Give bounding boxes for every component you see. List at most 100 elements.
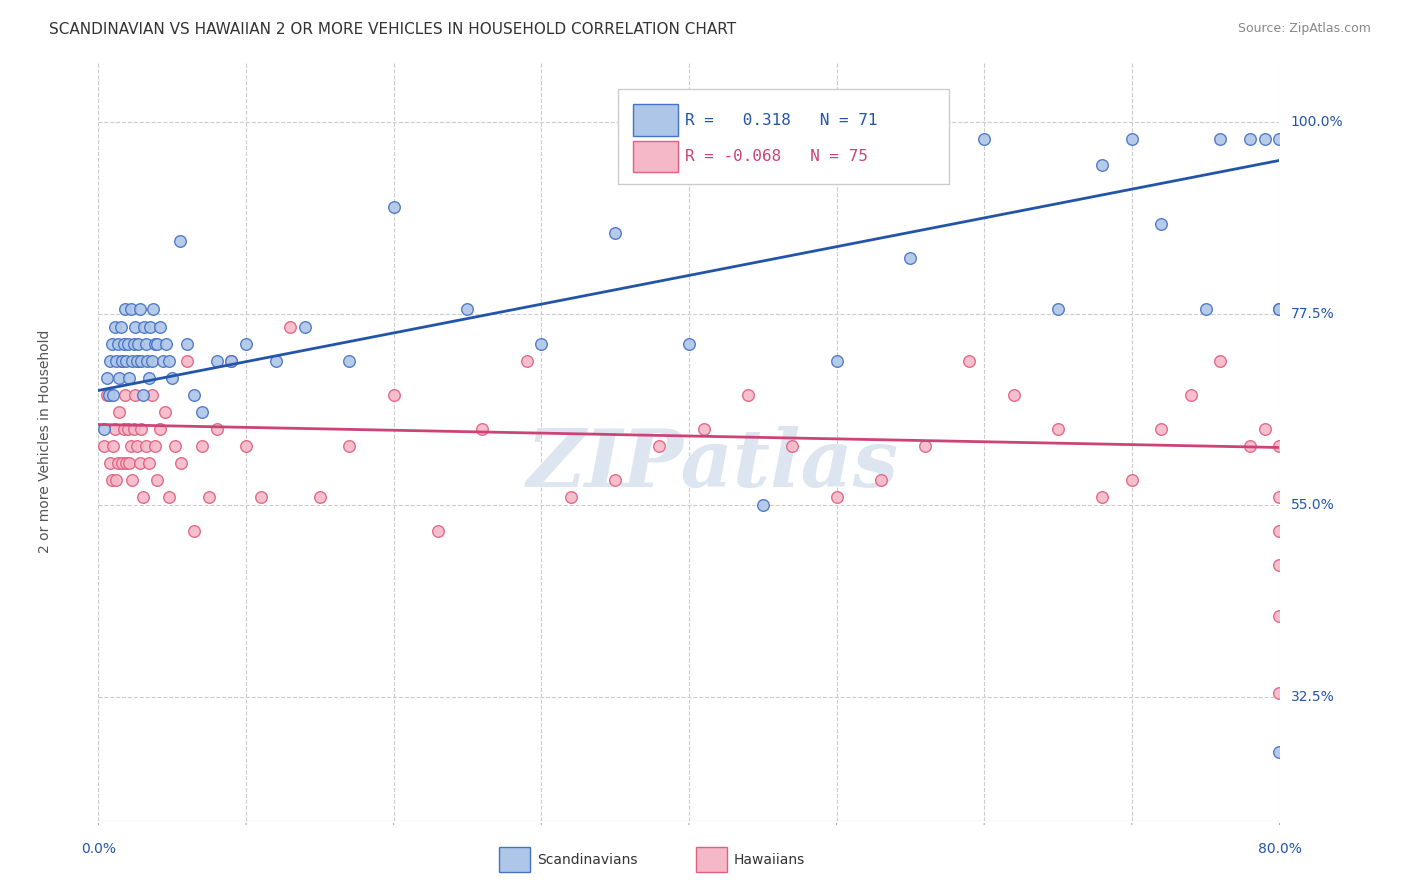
Text: 0.0%: 0.0% bbox=[82, 842, 115, 856]
Point bbox=[176, 336, 198, 351]
Point bbox=[157, 490, 180, 504]
Point bbox=[198, 490, 221, 504]
FancyBboxPatch shape bbox=[634, 104, 678, 136]
Point bbox=[1150, 422, 1173, 436]
Point bbox=[1195, 302, 1218, 317]
Point bbox=[169, 235, 191, 249]
Point bbox=[120, 302, 142, 317]
Point bbox=[97, 387, 120, 401]
Point bbox=[142, 302, 165, 317]
Point bbox=[530, 336, 553, 351]
Point bbox=[165, 439, 187, 453]
Point bbox=[93, 422, 115, 436]
Point bbox=[457, 302, 479, 317]
Text: 2 or more Vehicles in Household: 2 or more Vehicles in Household bbox=[38, 330, 52, 553]
Point bbox=[111, 353, 134, 368]
Point bbox=[221, 353, 243, 368]
Point bbox=[141, 353, 163, 368]
Point bbox=[162, 370, 183, 384]
Point bbox=[605, 226, 627, 240]
Point bbox=[1268, 132, 1291, 146]
Text: R = -0.068   N = 75: R = -0.068 N = 75 bbox=[685, 149, 869, 164]
Point bbox=[973, 132, 995, 146]
Point bbox=[132, 387, 155, 401]
Point bbox=[382, 200, 405, 214]
Point bbox=[125, 439, 148, 453]
Point bbox=[124, 319, 146, 334]
Point bbox=[128, 456, 150, 470]
Point bbox=[1239, 132, 1261, 146]
Point bbox=[100, 473, 122, 487]
Point bbox=[870, 473, 893, 487]
Point bbox=[141, 387, 163, 401]
Point bbox=[1268, 746, 1291, 760]
Point bbox=[117, 422, 139, 436]
Point bbox=[1002, 387, 1025, 401]
Point bbox=[138, 370, 160, 384]
Point bbox=[648, 439, 671, 453]
Point bbox=[120, 439, 142, 453]
Point bbox=[752, 499, 775, 513]
Point bbox=[693, 422, 716, 436]
Point bbox=[139, 319, 162, 334]
Point bbox=[122, 422, 145, 436]
Point bbox=[118, 456, 141, 470]
Point bbox=[128, 302, 150, 317]
Point bbox=[124, 387, 146, 401]
Point bbox=[112, 422, 135, 436]
Point bbox=[1254, 422, 1277, 436]
Point bbox=[1268, 558, 1291, 572]
Point bbox=[155, 336, 177, 351]
Point bbox=[221, 353, 243, 368]
Point bbox=[96, 387, 118, 401]
Point bbox=[135, 439, 157, 453]
Point bbox=[678, 336, 700, 351]
Point bbox=[108, 370, 131, 384]
Point bbox=[737, 387, 759, 401]
Point bbox=[183, 387, 205, 401]
Point bbox=[105, 473, 128, 487]
Point bbox=[152, 353, 174, 368]
Point bbox=[1046, 422, 1070, 436]
Point bbox=[136, 353, 159, 368]
Text: Scandinavians: Scandinavians bbox=[537, 853, 637, 867]
Point bbox=[127, 336, 149, 351]
Point bbox=[183, 524, 205, 538]
Point bbox=[1180, 387, 1202, 401]
Point bbox=[121, 353, 143, 368]
Text: 100.0%: 100.0% bbox=[1291, 115, 1343, 129]
Text: 77.5%: 77.5% bbox=[1291, 307, 1334, 321]
Point bbox=[1121, 473, 1143, 487]
Point bbox=[127, 353, 149, 368]
Point bbox=[107, 336, 129, 351]
Point bbox=[900, 252, 922, 266]
FancyBboxPatch shape bbox=[634, 141, 678, 172]
Point bbox=[103, 439, 125, 453]
Point bbox=[114, 387, 136, 401]
Point bbox=[782, 439, 804, 453]
Point bbox=[110, 353, 132, 368]
Point bbox=[339, 353, 361, 368]
Point bbox=[170, 456, 193, 470]
Point bbox=[93, 439, 115, 453]
Point bbox=[149, 422, 172, 436]
Text: 80.0%: 80.0% bbox=[1257, 842, 1302, 856]
Point bbox=[516, 353, 538, 368]
Point bbox=[111, 456, 134, 470]
Point bbox=[294, 319, 316, 334]
Point bbox=[98, 456, 121, 470]
Point bbox=[1150, 217, 1173, 231]
Point bbox=[825, 490, 848, 504]
Point bbox=[1091, 490, 1114, 504]
Point bbox=[1121, 132, 1143, 146]
Text: Source: ZipAtlas.com: Source: ZipAtlas.com bbox=[1237, 22, 1371, 36]
Text: ZIPatlas: ZIPatlas bbox=[526, 425, 898, 503]
Point bbox=[153, 405, 176, 419]
Point bbox=[138, 456, 160, 470]
Point bbox=[107, 456, 129, 470]
Text: Hawaiians: Hawaiians bbox=[734, 853, 806, 867]
Point bbox=[205, 422, 228, 436]
Point bbox=[235, 336, 257, 351]
Point bbox=[132, 490, 155, 504]
Point bbox=[115, 456, 138, 470]
